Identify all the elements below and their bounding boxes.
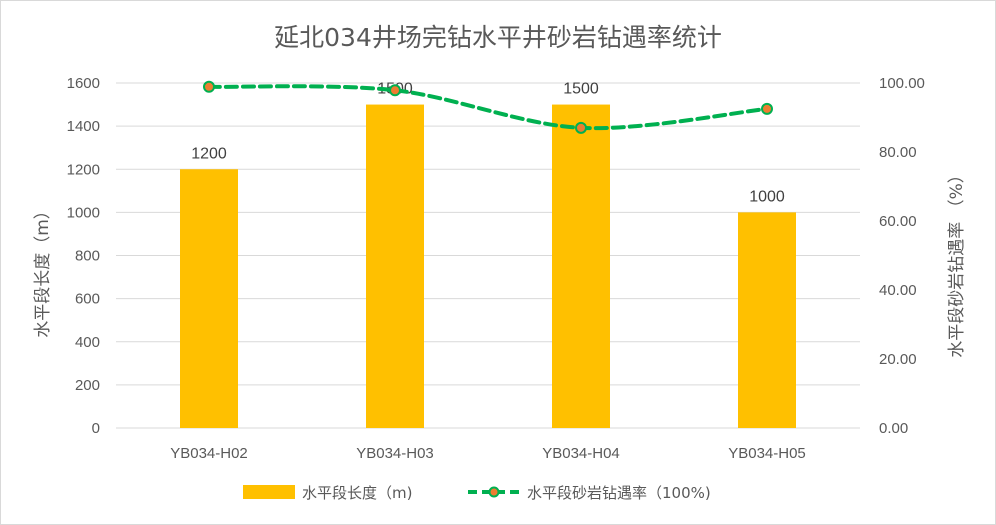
chart-title: 延北034井场完钻水平井砂岩钻遇率统计 <box>274 23 722 52</box>
y-left-tick-label: 0 <box>92 420 100 437</box>
y-left-tick-label: 1600 <box>67 75 100 92</box>
bar-data-label: 1200 <box>191 145 227 162</box>
legend: 水平段长度（m) 水平段砂岩钻遇率（100%) <box>243 484 711 502</box>
y-left-tick-label: 1000 <box>67 204 100 221</box>
bar <box>552 104 610 428</box>
bar <box>366 104 424 428</box>
bar-data-label: 1500 <box>563 81 599 98</box>
bar <box>738 212 796 428</box>
bar-data-label: 1000 <box>749 188 785 205</box>
y-right-tick-label: 100.00 <box>879 75 925 92</box>
x-category-label: YB034-H02 <box>170 445 248 462</box>
y-left-tick-label: 1200 <box>67 161 100 178</box>
y-axis-right-title: 水平段砂岩钻遇率 （%） <box>947 166 967 358</box>
legend-bar-swatch <box>243 485 295 499</box>
y-right-tick-label: 40.00 <box>879 282 917 299</box>
y-right-tick-label: 60.00 <box>879 213 917 230</box>
right-axis-ticks: 0.00 20.00 40.00 60.00 80.00 100.00 <box>879 75 925 437</box>
y-left-tick-label: 1400 <box>67 118 100 135</box>
rate-point <box>761 102 773 115</box>
y-right-tick-label: 80.00 <box>879 144 917 161</box>
gridlines <box>116 82 860 429</box>
bar-series: 1200150015001000 <box>180 81 796 428</box>
x-category-label: YB034-H05 <box>728 445 806 462</box>
x-axis-categories: YB034-H02 YB034-H03 YB034-H04 YB034-H05 <box>170 445 806 462</box>
y-right-tick-label: 0.00 <box>879 420 908 437</box>
y-axis-left-title: 水平段长度（m） <box>33 202 53 338</box>
y-left-tick-label: 600 <box>75 291 100 308</box>
y-left-tick-label: 800 <box>75 248 100 265</box>
legend-line-label: 水平段砂岩钻遇率（100%) <box>527 484 711 502</box>
y-left-tick-label: 200 <box>75 377 100 394</box>
y-right-tick-label: 20.00 <box>879 351 917 368</box>
rate-line <box>207 84 769 131</box>
line-series <box>203 80 773 134</box>
y-left-tick-label: 400 <box>75 334 100 351</box>
x-category-label: YB034-H04 <box>542 445 620 462</box>
legend-line-marker <box>488 486 500 498</box>
rate-point <box>389 84 401 97</box>
left-axis-ticks: 0 200 400 600 800 1000 1200 1400 1600 <box>67 75 100 437</box>
rate-point <box>575 121 587 134</box>
bar <box>180 169 238 428</box>
rate-point <box>203 80 215 93</box>
x-category-label: YB034-H03 <box>356 445 434 462</box>
legend-bar-label: 水平段长度（m) <box>302 484 412 502</box>
